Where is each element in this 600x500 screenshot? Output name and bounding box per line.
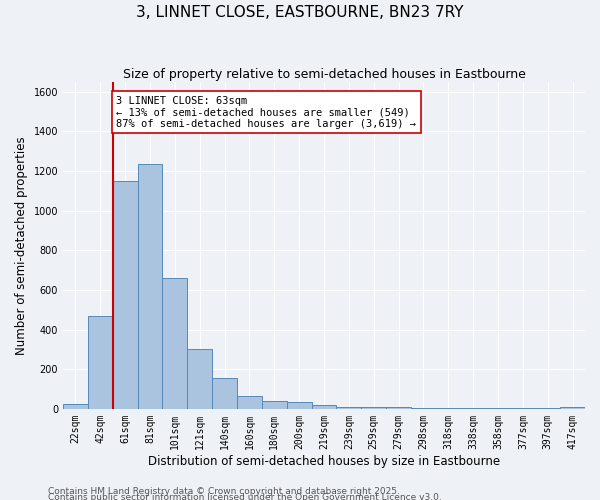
Bar <box>113 181 137 409</box>
Y-axis label: Number of semi-detached properties: Number of semi-detached properties <box>15 136 28 354</box>
Bar <box>560 407 585 409</box>
Bar <box>485 408 511 409</box>
Bar <box>137 164 163 409</box>
Bar <box>262 401 287 409</box>
Bar <box>361 407 386 409</box>
X-axis label: Distribution of semi-detached houses by size in Eastbourne: Distribution of semi-detached houses by … <box>148 454 500 468</box>
Bar <box>187 350 212 409</box>
Bar <box>436 408 461 409</box>
Bar <box>63 404 88 409</box>
Bar <box>88 316 113 409</box>
Bar <box>163 278 187 409</box>
Bar <box>212 378 237 409</box>
Bar <box>411 408 436 409</box>
Bar <box>237 396 262 409</box>
Bar <box>386 407 411 409</box>
Bar <box>287 402 311 409</box>
Bar <box>337 407 361 409</box>
Text: Contains public sector information licensed under the Open Government Licence v3: Contains public sector information licen… <box>48 492 442 500</box>
Title: Size of property relative to semi-detached houses in Eastbourne: Size of property relative to semi-detach… <box>122 68 526 80</box>
Text: Contains HM Land Registry data © Crown copyright and database right 2025.: Contains HM Land Registry data © Crown c… <box>48 486 400 496</box>
Bar <box>311 405 337 409</box>
Text: 3, LINNET CLOSE, EASTBOURNE, BN23 7RY: 3, LINNET CLOSE, EASTBOURNE, BN23 7RY <box>136 5 464 20</box>
Bar <box>461 408 485 409</box>
Text: 3 LINNET CLOSE: 63sqm
← 13% of semi-detached houses are smaller (549)
87% of sem: 3 LINNET CLOSE: 63sqm ← 13% of semi-deta… <box>116 96 416 128</box>
